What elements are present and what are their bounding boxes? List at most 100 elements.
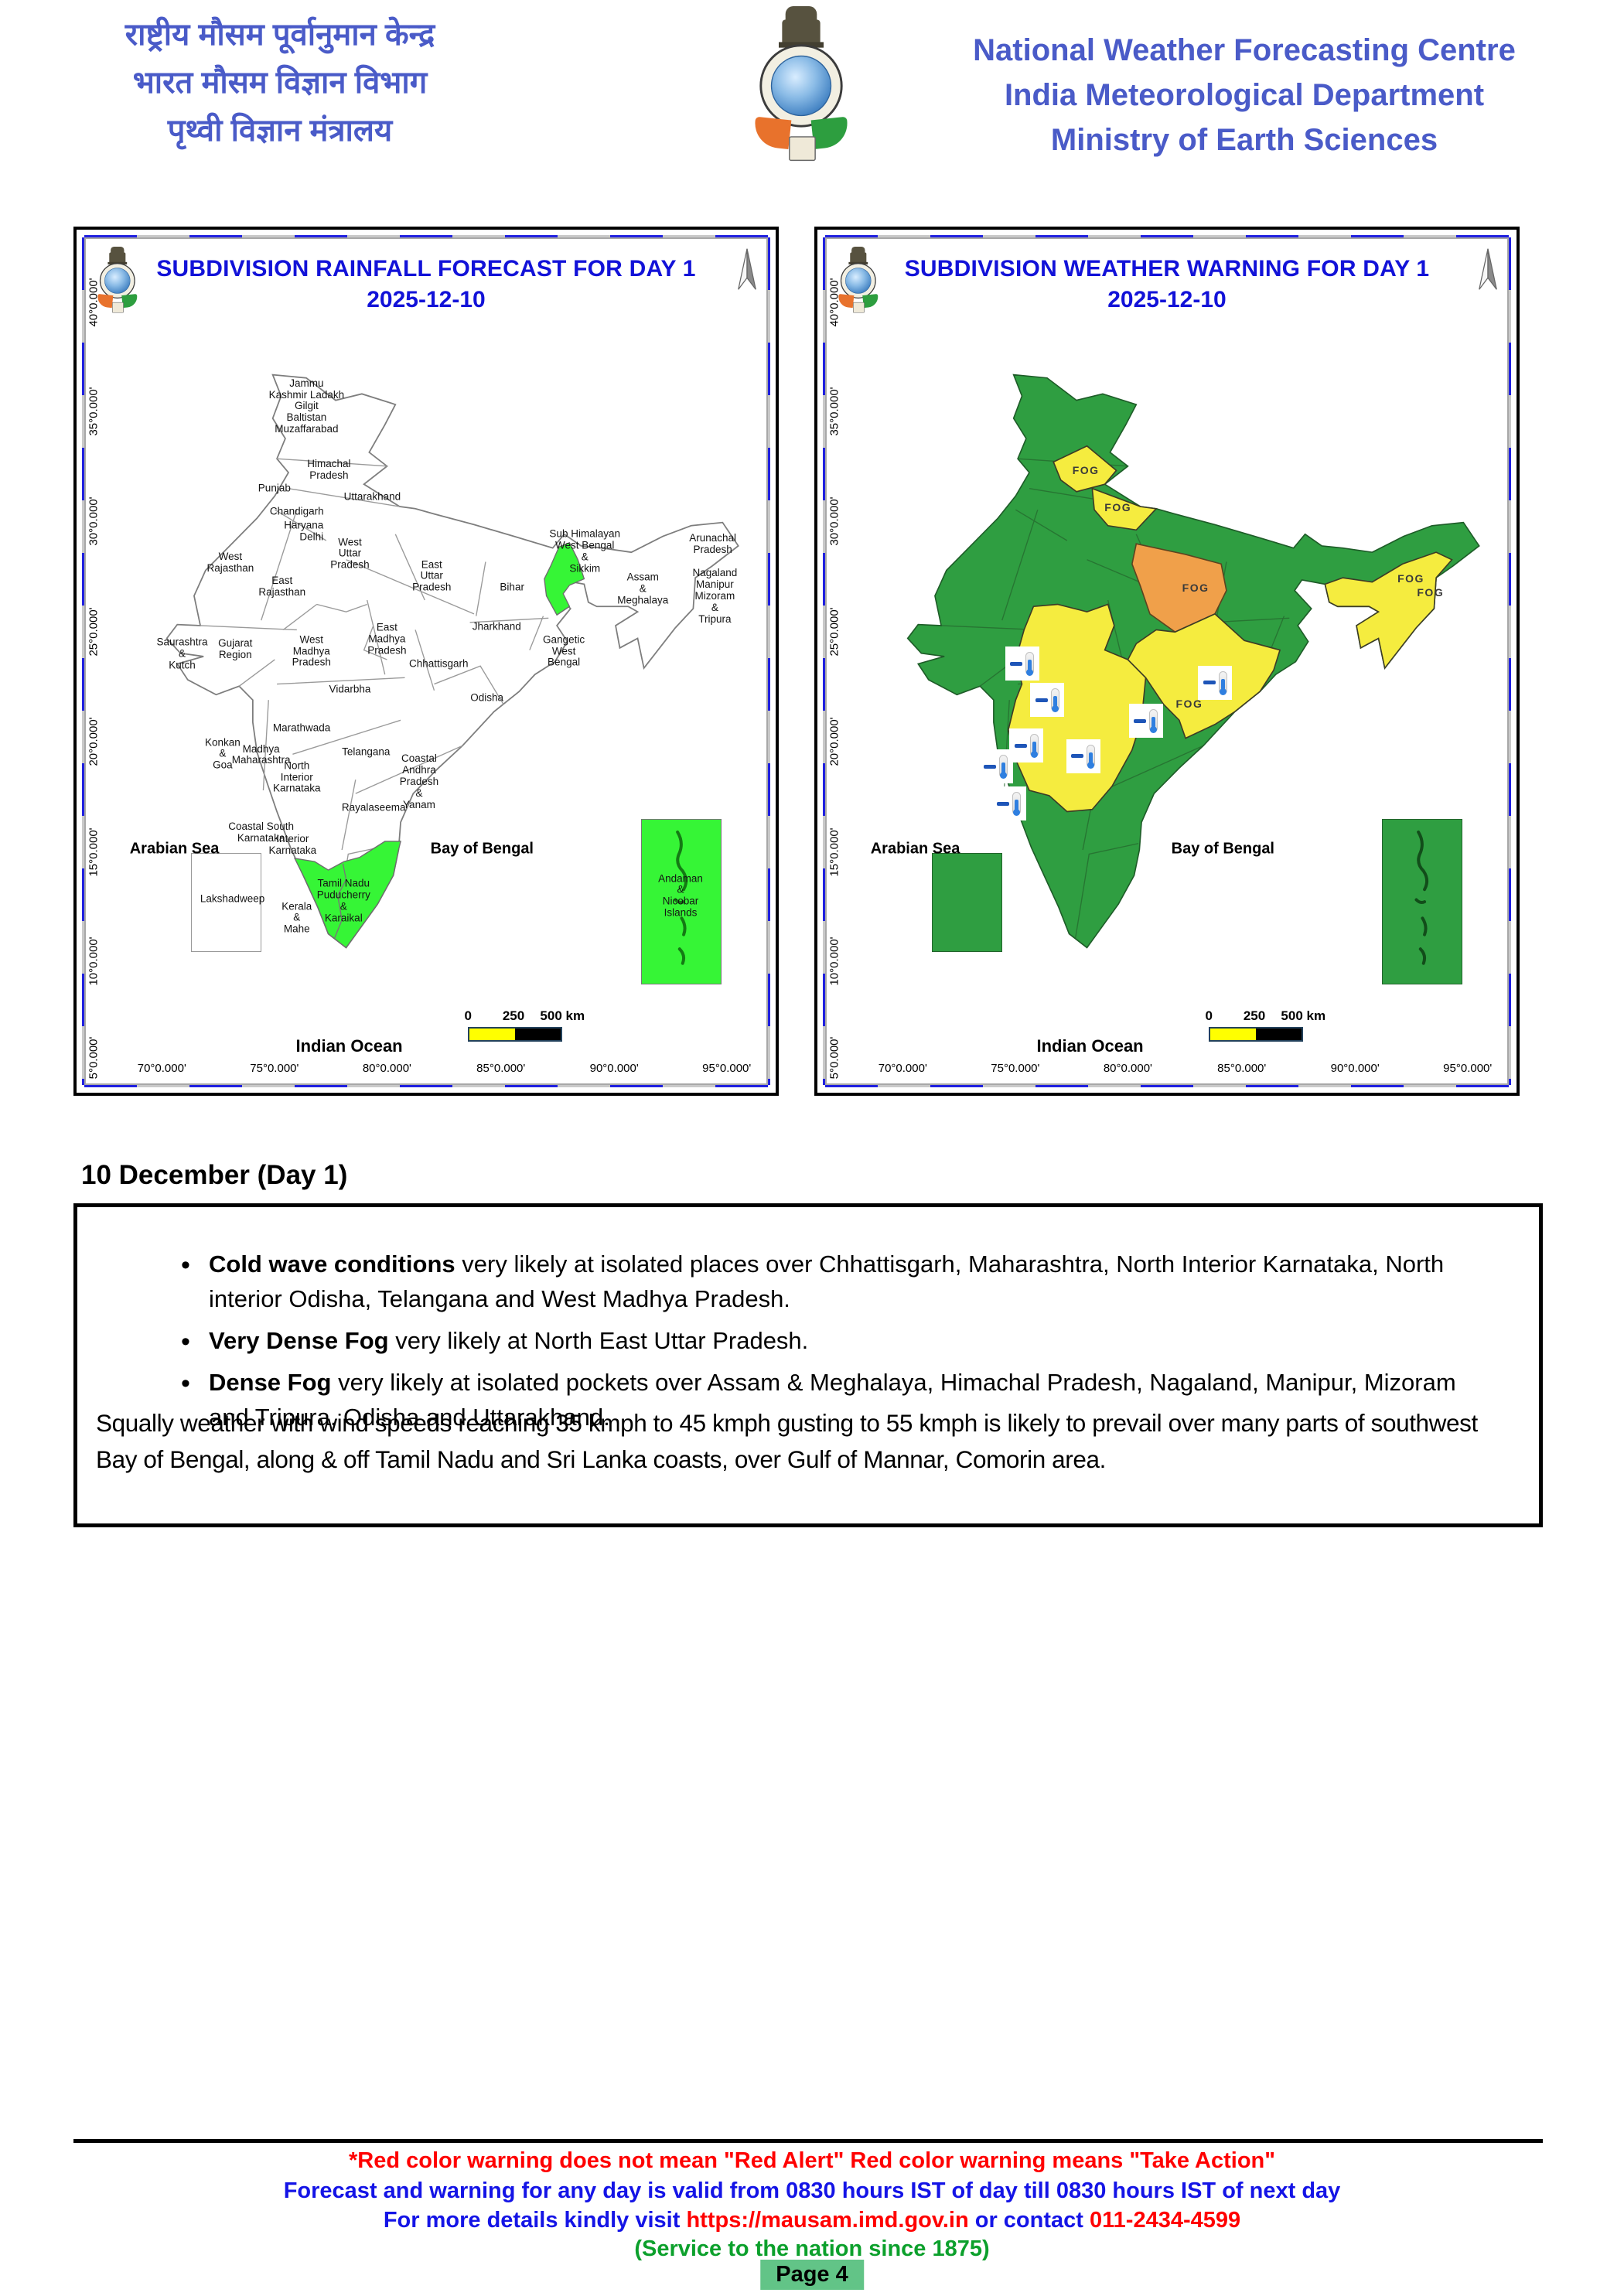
imd-globe-icon bbox=[104, 268, 131, 294]
andaman-islands-icon bbox=[673, 831, 687, 965]
fog-label: FOG bbox=[1104, 501, 1132, 514]
subdivision-label: West Uttar Pradesh bbox=[330, 536, 370, 571]
subdivision-label: Himachal Pradesh bbox=[307, 458, 351, 482]
bullet-dot: • bbox=[181, 1250, 190, 1280]
map-title: SUBDIVISION RAINFALL FORECAST FOR DAY 1 bbox=[156, 256, 696, 281]
thermometer-icon bbox=[1149, 709, 1158, 733]
cold-wave-icon bbox=[991, 786, 1026, 821]
latitude-tick: 40°0.000' bbox=[87, 278, 101, 327]
scale-max-label: 500 km bbox=[540, 1008, 585, 1023]
bullet-bold-text: Cold wave conditions bbox=[209, 1250, 455, 1278]
frame-dashes bbox=[825, 235, 1509, 239]
scale-bar-yellow-segment bbox=[469, 1029, 515, 1041]
subdivision-label: Assam & Meghalaya bbox=[617, 571, 669, 606]
latitude-tick: 10°0.000' bbox=[87, 936, 101, 986]
imd-logo bbox=[96, 247, 138, 319]
subdivision-label: Gangetic West Bengal bbox=[543, 633, 585, 669]
subdivision-label: Chandigarh bbox=[269, 505, 324, 517]
map-title: SUBDIVISION WEATHER WARNING FOR DAY 1 bbox=[904, 256, 1430, 281]
header-english-line1: National Weather Forecasting Centre bbox=[973, 33, 1516, 67]
cold-wave-icon bbox=[1198, 665, 1233, 700]
bullet-rest-text: very likely at isolated places over Chha… bbox=[209, 1250, 1445, 1312]
subdivision-label: Punjab bbox=[258, 482, 291, 494]
cold-wave-icon bbox=[1005, 646, 1039, 681]
scale-zero-label: 0 bbox=[1205, 1008, 1213, 1023]
mausam-website-link[interactable]: https://mausam.imd.gov.in bbox=[686, 2208, 969, 2233]
subdivision-label: Konkan & Goa bbox=[205, 736, 241, 771]
thermometer-icon bbox=[1029, 734, 1039, 759]
longitude-tick: 70°0.000' bbox=[878, 1061, 927, 1075]
subdivision-label: Jharkhand bbox=[472, 621, 521, 633]
longitude-tick: 75°0.000' bbox=[250, 1061, 299, 1075]
scale-bar-labels: 0 250 500 km bbox=[77, 1008, 776, 1024]
thermometer-icon bbox=[999, 755, 1008, 780]
minus-dash-icon bbox=[1014, 743, 1027, 748]
scale-bar-black-segment bbox=[1255, 1029, 1302, 1041]
bullet-rest-text: very likely at isolated pockets over Ass… bbox=[209, 1368, 1456, 1431]
longitude-tick: 80°0.000' bbox=[362, 1061, 411, 1075]
subdivision-label: Chhattisgarh bbox=[408, 658, 469, 670]
longitude-tick: 85°0.000' bbox=[476, 1061, 526, 1075]
frame-dashes bbox=[766, 237, 770, 1085]
cold-wave-icon bbox=[1128, 704, 1163, 738]
fog-label: FOG bbox=[1072, 464, 1100, 477]
weather-warning-map-panel: SUBDIVISION WEATHER WARNING FOR DAY 1 20… bbox=[814, 227, 1520, 1096]
minus-dash-icon bbox=[997, 801, 1010, 806]
latitude-tick: 30°0.000' bbox=[87, 496, 101, 546]
thermometer-icon bbox=[1087, 744, 1096, 769]
bullet-dense-fog: • Dense Fog very likely at isolated pock… bbox=[176, 1366, 1476, 1435]
footer-service-note: (Service to the nation since 1875) bbox=[634, 2236, 990, 2261]
frame-dashes bbox=[1507, 237, 1511, 1085]
bullet-rest-text: very likely at North East Uttar Pradesh. bbox=[388, 1326, 809, 1354]
bay-of-bengal-label: Bay of Bengal bbox=[1171, 840, 1274, 858]
header-hindi-line3: पृथ्वी विज्ञान मंत्रालय bbox=[167, 114, 393, 148]
subdivision-label: Lakshadweep bbox=[200, 892, 265, 905]
frame-dashes bbox=[84, 235, 768, 239]
bullet-bold-text: Dense Fog bbox=[209, 1368, 332, 1396]
scale-mid-label: 250 bbox=[1243, 1008, 1266, 1023]
india-map-rainfall bbox=[165, 374, 739, 949]
frame-dashes bbox=[84, 1083, 768, 1087]
cold-wave-icon bbox=[978, 749, 1013, 784]
cold-wave-icon bbox=[1030, 683, 1065, 718]
footer-validity-note: Forecast and warning for any day is vali… bbox=[283, 2178, 1341, 2203]
footer-divider bbox=[73, 2139, 1543, 2143]
frame-dashes bbox=[823, 237, 827, 1085]
subdivision-label: East Uttar Pradesh bbox=[412, 558, 452, 594]
header-english-line3: Ministry of Earth Sciences bbox=[1050, 123, 1438, 157]
latitude-tick: 25°0.000' bbox=[827, 607, 841, 657]
latitude-tick: 20°0.000' bbox=[827, 717, 841, 766]
subdivision-label: West Rajasthan bbox=[206, 550, 254, 574]
subdivision-label: North Interior Karnataka bbox=[272, 759, 321, 795]
latitude-tick: 5°0.000' bbox=[87, 1036, 101, 1080]
minus-dash-icon bbox=[1203, 681, 1216, 685]
scale-bar bbox=[1209, 1027, 1303, 1042]
frame-dashes bbox=[825, 1083, 1509, 1087]
imd-globe-icon bbox=[770, 55, 832, 117]
scale-bar-black-segment bbox=[514, 1029, 561, 1041]
latitude-tick: 25°0.000' bbox=[87, 607, 101, 657]
lakshadweep-inset-box bbox=[191, 852, 261, 953]
bay-of-bengal-label: Bay of Bengal bbox=[430, 840, 534, 858]
scale-bar-yellow-segment bbox=[1210, 1029, 1256, 1041]
subdivision-label: Haryana bbox=[284, 519, 324, 531]
scale-zero-label: 0 bbox=[464, 1008, 472, 1023]
subdivision-label: Interior Karnataka bbox=[268, 832, 317, 856]
frame-dashes bbox=[82, 237, 86, 1085]
minus-dash-icon bbox=[1010, 661, 1023, 666]
latitude-tick: 5°0.000' bbox=[827, 1036, 841, 1080]
imd-seal-tag bbox=[789, 136, 816, 162]
fog-label: FOG bbox=[1175, 697, 1203, 710]
longitude-tick: 95°0.000' bbox=[702, 1061, 752, 1075]
footer-red-warning-note: *Red color warning does not mean "Red Al… bbox=[348, 2148, 1276, 2173]
subdivision-label: Uttarakhand bbox=[343, 490, 401, 503]
page-number-badge: Page 4 bbox=[760, 2260, 864, 2290]
subdivision-label: Coastal Andhra Pradesh & Yanam bbox=[399, 752, 439, 810]
subdivision-label: Bihar bbox=[500, 581, 524, 593]
andaman-islands-icon bbox=[1414, 831, 1428, 965]
forecast-box: • Cold wave conditions very likely at is… bbox=[73, 1203, 1543, 1527]
subdivision-label: Tamil Nadu Puducherry & Karaikal bbox=[316, 877, 370, 924]
longitude-tick: 70°0.000' bbox=[137, 1061, 186, 1075]
bullet-very-dense-fog: • Very Dense Fog very likely at North Ea… bbox=[176, 1324, 1476, 1359]
warning-northeast bbox=[1324, 551, 1453, 670]
